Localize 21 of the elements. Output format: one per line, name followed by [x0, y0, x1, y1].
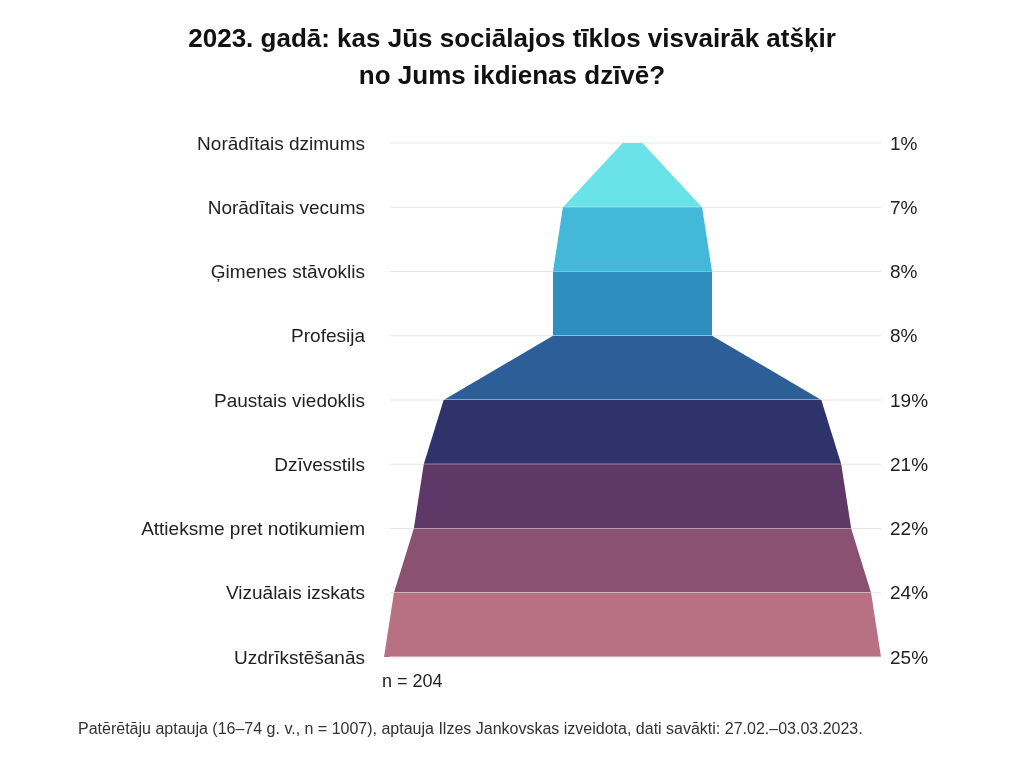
category-label: Uzdrīkstēšanās: [234, 646, 365, 668]
category-label: Dzīvesstils: [274, 453, 365, 475]
data-label: 19%: [890, 389, 929, 411]
data-label: 7%: [890, 196, 918, 218]
data-label: 22%: [890, 518, 929, 539]
text: 2023. gadā: kas Jūs sociālajos tīklos visvairāk atšķir no Jums ikdienas dzīvē?: [187, 22, 837, 92]
category-label: Attieksme pret notikumiem: [141, 518, 365, 539]
data-label: 25%: [890, 646, 929, 668]
data-label: 1%: [890, 132, 918, 154]
data-label: 21%: [890, 453, 929, 475]
data-label: 8%: [890, 261, 918, 282]
category-label: Paustais viedoklis: [213, 389, 365, 411]
text: n = 204: [382, 671, 443, 692]
category-label: Ģimenes stāvoklis: [210, 261, 365, 282]
text: Patērētāju aptauja (16–74 g. v., n = 1007), aptauja Ilzes Jankovskas izveidota, dati savākti: 27.02.–03.03.2023.: [78, 719, 864, 739]
data-label: 24%: [890, 582, 929, 604]
category-label: Vizuālais izskats: [225, 582, 365, 604]
category-label: Profesija: [291, 325, 366, 347]
category-label: Norādītais dzimums: [197, 132, 365, 154]
data-label: 8%: [890, 325, 918, 347]
category-label: Norādītais vecums: [207, 196, 365, 218]
